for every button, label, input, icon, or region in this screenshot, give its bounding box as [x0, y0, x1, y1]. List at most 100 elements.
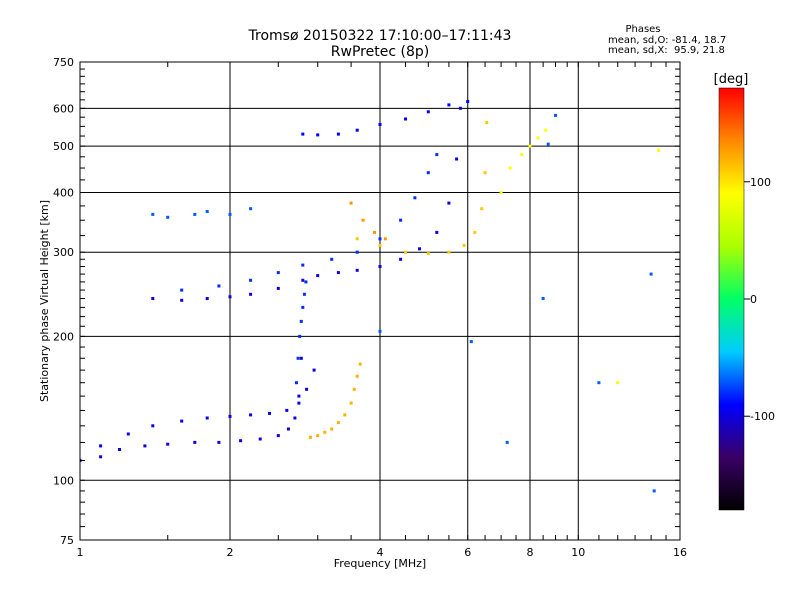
colorbar-ticks: 100 0 -100 — [744, 176, 775, 423]
data-point — [151, 212, 155, 216]
data-point — [316, 434, 320, 438]
data-point — [505, 440, 509, 444]
data-point — [312, 368, 316, 372]
data-point — [361, 218, 365, 222]
data-point — [473, 230, 477, 234]
x-tick-label: 6 — [464, 546, 471, 559]
data-point — [652, 489, 656, 493]
data-point — [413, 196, 417, 200]
x-tick-label: 10 — [571, 546, 585, 559]
phase-line-x: mean, sd,X: 95.9, 21.8 — [608, 45, 725, 56]
data-points — [80, 100, 661, 493]
data-point — [308, 435, 312, 439]
data-point — [383, 237, 387, 241]
x-tick-label: 2 — [227, 546, 234, 559]
data-point — [217, 440, 221, 444]
phase-header: Phases — [625, 24, 660, 35]
data-point — [404, 250, 407, 254]
data-point — [276, 271, 280, 275]
data-point — [143, 444, 147, 448]
colorbar — [718, 87, 745, 511]
data-point — [305, 387, 309, 391]
data-point — [276, 434, 280, 438]
data-point — [301, 132, 305, 136]
data-point — [358, 362, 362, 366]
data-point — [355, 374, 359, 378]
data-point — [426, 252, 430, 256]
data-point — [418, 247, 421, 251]
grid-lines — [80, 62, 680, 540]
data-point — [301, 305, 305, 309]
data-point — [118, 448, 121, 451]
data-point — [297, 401, 301, 405]
chart-subtitle: RwPretec (8p) — [331, 44, 429, 60]
data-point — [316, 274, 320, 278]
data-point — [336, 132, 340, 136]
x-tick-label: 1 — [77, 546, 84, 559]
y-tick-label: 100 — [53, 474, 74, 487]
colorbar-tick-label: 0 — [750, 293, 757, 306]
x-axis-label: Frequency [MHz] — [334, 557, 426, 570]
x-tick-label: 16 — [673, 546, 687, 559]
x-tick-labels: 1 2 4 6 8 10 16 — [77, 546, 688, 559]
y-tick-label: 600 — [53, 102, 74, 115]
y-tick-label: 750 — [53, 56, 74, 69]
data-point — [249, 207, 253, 211]
data-point — [426, 171, 430, 175]
y-tick-label: 200 — [53, 330, 74, 343]
data-point — [349, 401, 353, 405]
data-point — [126, 432, 130, 436]
colorbar-tick-label: 100 — [750, 176, 771, 189]
y-tick-label: 300 — [53, 246, 74, 259]
data-point — [180, 298, 184, 302]
data-point — [544, 128, 548, 132]
data-point — [297, 394, 301, 398]
data-point — [193, 212, 197, 216]
data-point — [469, 340, 473, 344]
data-point — [520, 153, 524, 157]
data-point — [286, 427, 290, 431]
data-point — [166, 215, 170, 219]
y-tick-label: 75 — [60, 534, 74, 547]
data-point — [336, 421, 340, 425]
data-point — [616, 381, 620, 385]
data-point — [151, 424, 155, 428]
data-point — [373, 230, 376, 234]
data-point — [455, 157, 459, 161]
data-point — [378, 237, 382, 241]
data-point — [378, 265, 382, 268]
data-point — [330, 427, 334, 431]
data-point — [228, 212, 232, 216]
data-point — [485, 121, 489, 125]
y-axis-label: Stationary phase Virtual Height [km] — [38, 200, 51, 402]
data-point — [378, 123, 382, 126]
data-point — [536, 136, 540, 140]
data-point — [302, 292, 306, 296]
x-tick-label: 4 — [377, 546, 384, 559]
data-point — [217, 284, 221, 288]
y-tick-label: 400 — [53, 186, 74, 199]
data-point — [657, 148, 661, 152]
data-point — [355, 237, 359, 241]
data-point — [205, 297, 209, 300]
data-point — [435, 230, 439, 234]
data-point — [597, 381, 601, 385]
data-point — [299, 356, 303, 360]
data-point — [546, 142, 550, 146]
data-point — [296, 356, 300, 360]
data-point — [399, 218, 403, 222]
plot-frame — [79, 61, 681, 541]
data-point — [193, 440, 197, 444]
data-point — [99, 455, 103, 459]
data-point — [228, 295, 232, 299]
x-tick-label: 8 — [527, 546, 534, 559]
data-point — [343, 413, 347, 417]
data-point — [293, 416, 297, 420]
data-point — [649, 272, 653, 276]
data-point — [249, 413, 253, 417]
data-point — [99, 444, 103, 448]
data-point — [447, 103, 451, 107]
data-point — [316, 133, 320, 137]
phase-line-o: mean, sd,O: -81.4, 18.7 — [608, 35, 726, 46]
data-point — [304, 280, 308, 284]
